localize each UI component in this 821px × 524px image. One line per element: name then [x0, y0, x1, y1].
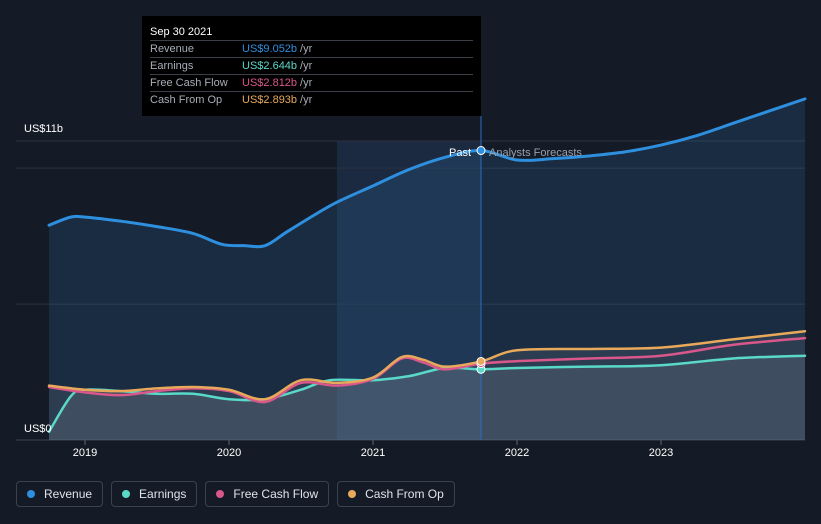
- y-tick-label-bottom: US$0: [24, 423, 52, 435]
- legend-item-cash-from-op[interactable]: Cash From Op: [337, 481, 455, 507]
- y-tick-label-top: US$11b: [24, 123, 63, 135]
- tooltip-row-unit: /yr: [300, 77, 313, 89]
- legend-label: Free Cash Flow: [233, 487, 319, 501]
- area-earnings: [49, 355, 805, 440]
- legend-label: Earnings: [139, 487, 187, 501]
- tooltip-row-value: US$2.893b: [242, 94, 298, 106]
- tooltip-row: Earnings US$2.644b/yr: [150, 57, 473, 74]
- tooltip-row-unit: /yr: [300, 94, 313, 106]
- x-tick-label: 2021: [360, 447, 386, 459]
- marker-revenue: [476, 146, 486, 156]
- tooltip-row: Free Cash Flow US$2.812b/yr: [150, 74, 473, 91]
- legend-dot-icon: [348, 490, 357, 498]
- legend-item-earnings[interactable]: Earnings: [111, 481, 198, 507]
- legend-item-free-cash-flow[interactable]: Free Cash Flow: [205, 481, 330, 507]
- area-revenue: [49, 98, 805, 441]
- marker-cash-from-op: [476, 356, 486, 366]
- tooltip-row-label: Cash From Op: [150, 94, 223, 106]
- tooltip-rows: Revenue US$9.052b/yr Earnings US$2.644b/yr F…: [150, 40, 473, 108]
- tooltip-row-label: Revenue: [150, 43, 195, 55]
- data-tooltip: Sep 30 2021 Revenue US$9.052b/yr Earnings U…: [142, 16, 481, 116]
- legend-label: Cash From Op: [365, 487, 444, 501]
- tooltip-row-unit: /yr: [300, 43, 313, 55]
- tooltip-row-unit: /yr: [300, 60, 313, 72]
- tooltip-row-label: Free Cash Flow: [150, 77, 228, 89]
- tooltip-date: Sep 30 2021: [150, 26, 213, 38]
- tooltip-row: Cash From Op US$2.893b/yr: [150, 91, 473, 108]
- x-tick-label: 2022: [504, 447, 530, 459]
- x-tick-label: 2019: [72, 447, 98, 459]
- series-line-cash-from-op: [47, 330, 807, 401]
- tooltip-row-value: US$2.812b: [242, 77, 298, 89]
- x-tick-label: 2023: [648, 447, 674, 459]
- legend-item-revenue[interactable]: Revenue: [16, 481, 104, 507]
- tooltip-row-value: US$9.052b: [242, 43, 298, 55]
- legend-label: Revenue: [44, 487, 93, 501]
- past-label: Past: [449, 147, 472, 159]
- series-line-revenue: [47, 97, 807, 249]
- chart-legend: Revenue Earnings Free Cash Flow Cash From O…: [16, 481, 455, 509]
- legend-dot-icon: [216, 490, 225, 498]
- tooltip-row-label: Earnings: [150, 60, 194, 72]
- x-tick-label: 2020: [216, 447, 242, 459]
- tooltip-row: Revenue US$9.052b/yr: [150, 40, 473, 57]
- tooltip-row-value: US$2.644b: [242, 60, 298, 72]
- legend-dot-icon: [122, 490, 131, 498]
- legend-dot-icon: [27, 490, 35, 498]
- forecast-label: Analysts Forecasts: [489, 147, 582, 159]
